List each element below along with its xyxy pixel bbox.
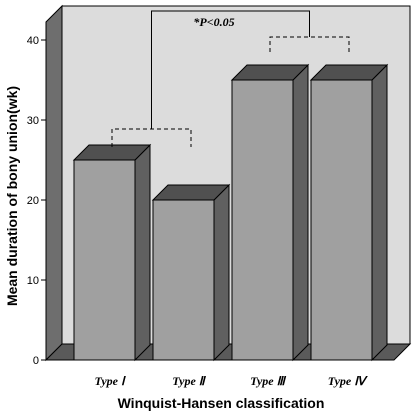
x-axis-label: Winquist-Hansen classification: [118, 395, 325, 411]
x-tick-label: Type Ⅰ: [94, 374, 126, 388]
y-tick-label: 40: [27, 35, 39, 47]
x-tick-label: Type Ⅱ: [172, 374, 207, 388]
x-tick-label: Type Ⅳ: [328, 374, 369, 388]
x-tick-label: Type Ⅲ: [250, 374, 287, 388]
bar-side: [213, 183, 230, 362]
y-axis-label: Mean duration of bony union(wk): [4, 86, 20, 306]
y-tick-label: 20: [27, 195, 39, 207]
bar: [72, 143, 152, 362]
bracket-groups: [151, 10, 310, 129]
left-wall: [45, 4, 63, 362]
significance-brackets: [111, 10, 350, 147]
bar: [309, 63, 389, 362]
bar: [230, 63, 310, 362]
bar-front: [152, 199, 215, 361]
annotation-label: *P<0.05: [193, 15, 234, 29]
y-tick-label: 10: [27, 275, 39, 287]
bars: [72, 63, 389, 362]
bar-front: [73, 159, 136, 361]
bar: [151, 183, 231, 362]
x-axis-tick-labels: Type Ⅰ Type Ⅱ Type Ⅲ Type Ⅳ: [94, 374, 368, 388]
bar-side: [134, 143, 151, 362]
bracket-type3-type4: [269, 36, 350, 52]
y-tick-label: 30: [27, 115, 39, 127]
bar-front: [310, 79, 373, 361]
y-axis-ticks: 0 10 20 30 40: [27, 35, 46, 367]
bar-side: [371, 63, 388, 362]
y-tick-label: 0: [33, 355, 39, 367]
bar-front: [231, 79, 294, 361]
bar-side: [292, 63, 309, 362]
